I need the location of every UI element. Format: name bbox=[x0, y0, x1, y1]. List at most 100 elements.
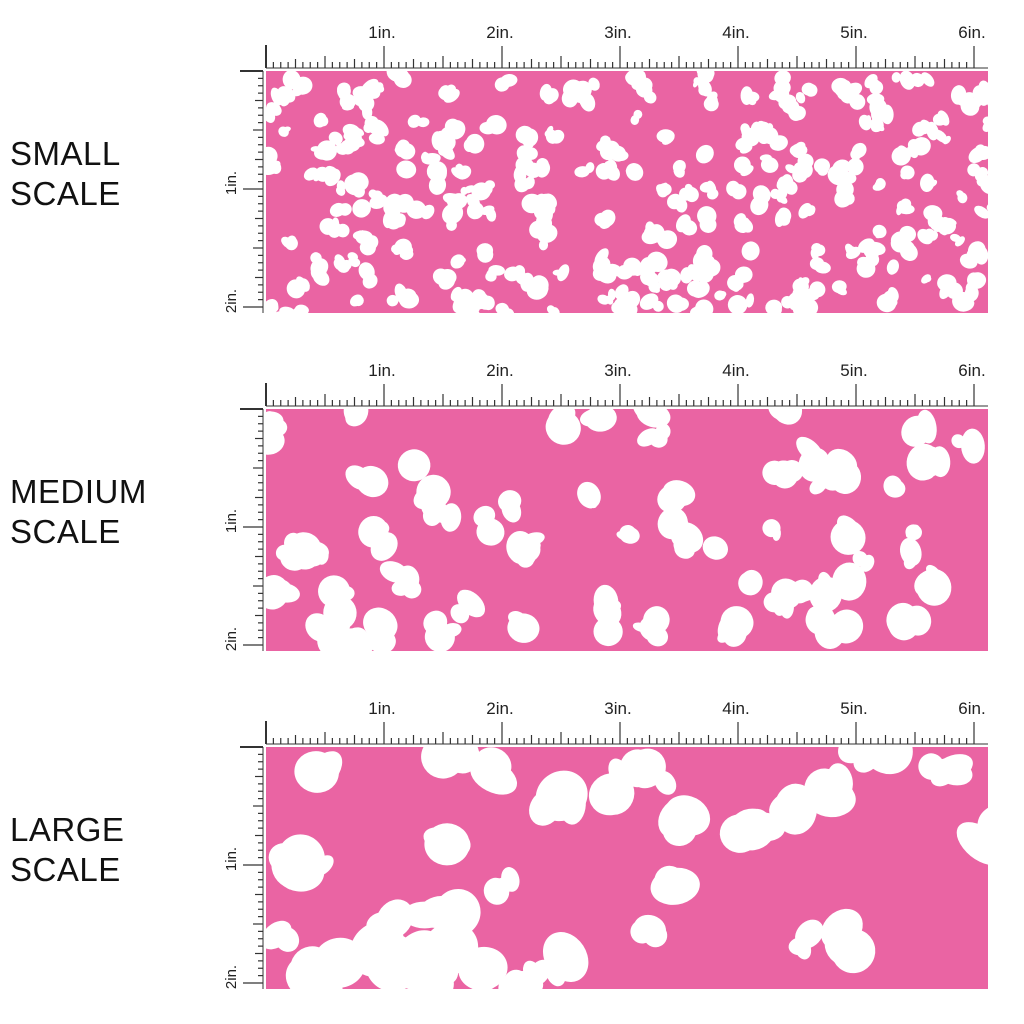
cow-spot bbox=[633, 409, 671, 428]
cow-spot bbox=[314, 165, 341, 187]
cow-spot bbox=[666, 294, 689, 313]
cow-spot bbox=[266, 299, 279, 313]
ruler: 1in. 2in. 3in. 4in. 5in. 6in. 1in. 2in. bbox=[223, 361, 988, 651]
vertical-ruler-label: 1in. bbox=[223, 847, 240, 871]
cow-spot bbox=[667, 193, 688, 213]
cow-spot bbox=[421, 747, 480, 779]
cow-spot bbox=[901, 409, 937, 447]
ruler: 1in. 2in. 3in. 4in. 5in. 6in. 1in. 2in. bbox=[223, 699, 988, 989]
cow-spot bbox=[593, 584, 622, 627]
cow-spot bbox=[368, 189, 388, 209]
cow-spot bbox=[574, 162, 595, 178]
vertical-ruler-label: 2in. bbox=[223, 965, 240, 989]
horizontal-ruler-label: 2in. bbox=[486, 361, 513, 380]
cow-spot bbox=[837, 158, 864, 185]
cow-spot bbox=[450, 589, 486, 624]
cow-spot bbox=[552, 264, 570, 282]
horizontal-ruler-label: 1in. bbox=[368, 361, 395, 380]
scale-label-line1: LARGE bbox=[10, 811, 125, 848]
cow-spot bbox=[397, 449, 431, 482]
cow-spot bbox=[515, 125, 539, 149]
cow-spot bbox=[630, 109, 643, 125]
horizontal-ruler-label: 4in. bbox=[722, 23, 749, 42]
cow-spot bbox=[696, 71, 715, 83]
cow-spot bbox=[697, 206, 717, 233]
horizontal-ruler-label: 6in. bbox=[958, 361, 985, 380]
cow-spot bbox=[774, 207, 792, 228]
cow-spot bbox=[769, 135, 788, 151]
cow-spot bbox=[898, 225, 917, 246]
cow-spot bbox=[528, 931, 589, 987]
cow-spot bbox=[864, 74, 884, 95]
cow-spot bbox=[352, 86, 375, 112]
cow-spot bbox=[788, 919, 824, 960]
cow-spot bbox=[333, 254, 352, 273]
cow-spot bbox=[507, 611, 540, 643]
cow-spot bbox=[391, 238, 412, 256]
cow-spot bbox=[514, 176, 535, 193]
cow-spot bbox=[545, 409, 581, 445]
cow-spot bbox=[921, 274, 932, 284]
cow-spot bbox=[813, 158, 831, 176]
horizontal-ruler-label: 6in. bbox=[958, 23, 985, 42]
cow-spot bbox=[830, 515, 866, 555]
cow-spot bbox=[702, 536, 729, 560]
cow-spot bbox=[792, 286, 812, 311]
cow-spot bbox=[695, 144, 714, 164]
cow-spot bbox=[785, 104, 806, 121]
cow-spot bbox=[310, 140, 337, 161]
cow-spot bbox=[521, 193, 553, 225]
cow-spot bbox=[872, 177, 886, 191]
cow-spot bbox=[483, 867, 520, 905]
small-scale-label: SMALL SCALE bbox=[10, 134, 121, 214]
cow-spot bbox=[703, 91, 719, 112]
cow-spot bbox=[856, 252, 880, 278]
cow-spot bbox=[389, 193, 414, 213]
cow-spot bbox=[498, 490, 522, 523]
cow-spot bbox=[626, 748, 677, 795]
cow-spot bbox=[831, 280, 847, 296]
cow-spot bbox=[423, 823, 471, 866]
cow-spot bbox=[292, 81, 307, 97]
cow-spot bbox=[413, 474, 451, 519]
cow-spot bbox=[717, 611, 747, 647]
cow-spot bbox=[522, 532, 545, 552]
cow-spot bbox=[395, 139, 410, 158]
cow-spot bbox=[270, 86, 296, 107]
cow-spot bbox=[266, 159, 282, 176]
cow-spot bbox=[690, 299, 714, 313]
small-scale-panel: 1in. 2in. 3in. 4in. 5in. 6in. 1in. 2in. bbox=[0, 20, 1024, 320]
horizontal-ruler-label: 2in. bbox=[486, 699, 513, 718]
cow-spot bbox=[956, 804, 988, 866]
cow-spot bbox=[719, 808, 786, 853]
cow-spot bbox=[442, 193, 462, 209]
vertical-ruler-label: 1in. bbox=[223, 171, 240, 195]
cow-spot bbox=[819, 448, 862, 494]
cow-spot bbox=[699, 180, 719, 200]
cow-spot bbox=[266, 411, 285, 455]
cow-spot bbox=[741, 241, 760, 261]
cow-spot bbox=[768, 409, 803, 425]
cow-spot bbox=[285, 937, 366, 989]
cow-spot bbox=[740, 86, 760, 106]
cow-spot bbox=[625, 163, 644, 181]
cow-spot bbox=[656, 129, 675, 145]
medium-scale-label: MEDIUM SCALE bbox=[10, 472, 147, 552]
cow-spot bbox=[632, 620, 656, 635]
cow-spot bbox=[274, 306, 296, 313]
cow-spot bbox=[795, 92, 806, 104]
cow-spot bbox=[343, 409, 369, 427]
cow-spot bbox=[982, 116, 988, 132]
cow-spot bbox=[450, 254, 466, 269]
cow-spot bbox=[759, 154, 779, 173]
cow-spot bbox=[594, 209, 616, 229]
cow-spot bbox=[623, 257, 646, 276]
horizontal-ruler-label: 6in. bbox=[958, 699, 985, 718]
cow-spot bbox=[770, 187, 788, 204]
cow-spot bbox=[466, 194, 484, 220]
cow-spot bbox=[810, 243, 826, 260]
cow-spot bbox=[539, 83, 559, 105]
cow-spot bbox=[352, 199, 371, 218]
cow-spot bbox=[640, 270, 659, 287]
cow-spot bbox=[365, 934, 426, 989]
